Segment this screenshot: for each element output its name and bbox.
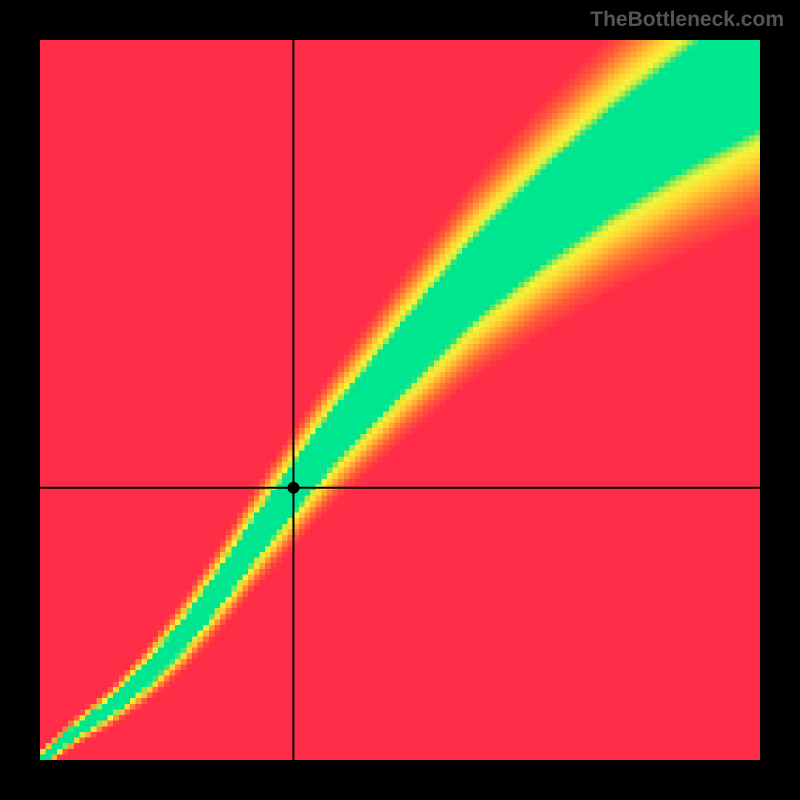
overlay-canvas [0, 0, 800, 800]
watermark-label: TheBottleneck.com [590, 8, 784, 32]
chart-container: TheBottleneck.com [0, 0, 800, 800]
